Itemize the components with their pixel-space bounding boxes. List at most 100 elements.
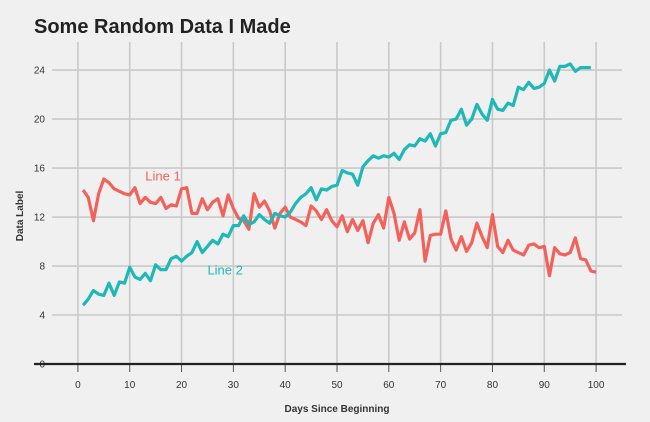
data-point [165, 207, 167, 209]
data-point [113, 294, 115, 296]
data-point [129, 266, 131, 268]
data-point [129, 194, 131, 196]
data-point [305, 193, 307, 195]
data-point [528, 81, 530, 83]
data-point [486, 246, 488, 248]
data-point [191, 212, 193, 214]
data-point [559, 65, 561, 67]
data-point [294, 218, 296, 220]
data-point [331, 185, 333, 187]
data-point [201, 251, 203, 253]
data-point [522, 88, 524, 90]
data-point [434, 145, 436, 147]
data-point [357, 229, 359, 231]
x-tick-label: 70 [435, 380, 447, 391]
data-point [336, 184, 338, 186]
data-point [543, 82, 545, 84]
x-tick-label: 50 [331, 380, 343, 391]
data-point [486, 119, 488, 121]
data-point [367, 242, 369, 244]
data-point [471, 242, 473, 244]
data-point [445, 210, 447, 212]
data-point [465, 124, 467, 126]
data-point [398, 158, 400, 160]
data-point [507, 239, 509, 241]
x-tick-label: 30 [228, 380, 240, 391]
data-point [543, 245, 545, 247]
data-point [439, 233, 441, 235]
data-point [450, 119, 452, 121]
data-point [382, 227, 384, 229]
data-point [548, 275, 550, 277]
data-point [377, 213, 379, 215]
x-tick-label: 60 [383, 380, 395, 391]
data-point [331, 220, 333, 222]
data-point [154, 202, 156, 204]
data-point [502, 251, 504, 253]
axis-labels: Days Since Beginning Data Label Line 1 Li… [15, 168, 390, 415]
data-point [393, 212, 395, 214]
data-point [170, 257, 172, 259]
data-point [579, 66, 581, 68]
data-point [481, 113, 483, 115]
data-point [403, 148, 405, 150]
data-point [289, 216, 291, 218]
data-point [548, 69, 550, 71]
chart-title: Some Random Data I Made [34, 16, 291, 38]
data-point [538, 86, 540, 88]
data-point [227, 194, 229, 196]
data-point [346, 172, 348, 174]
data-point [569, 63, 571, 65]
data-point [263, 218, 265, 220]
data-point [300, 221, 302, 223]
data-point [139, 202, 141, 204]
data-point [553, 246, 555, 248]
data-point [170, 204, 172, 206]
series-line-1 [81, 177, 597, 278]
data-point [191, 251, 193, 253]
data-point [253, 193, 255, 195]
data-point [118, 281, 120, 283]
data-point [97, 193, 99, 195]
data-point [476, 222, 478, 224]
data-point [585, 66, 587, 68]
data-point [154, 264, 156, 266]
data-point [533, 87, 535, 89]
series-label-2: Line 2 [207, 263, 242, 278]
data-point [377, 157, 379, 159]
data-point [294, 202, 296, 204]
data-point [388, 196, 390, 198]
data-point [108, 182, 110, 184]
data-point [336, 226, 338, 228]
data-point [579, 257, 581, 259]
data-point [232, 224, 234, 226]
data-point [300, 196, 302, 198]
y-tick-label: 4 [39, 311, 45, 322]
data-point [320, 188, 322, 190]
data-point [403, 221, 405, 223]
data-point [559, 253, 561, 255]
data-point [455, 249, 457, 251]
data-point [502, 109, 504, 111]
data-point [460, 108, 462, 110]
data-point [248, 223, 250, 225]
data-point [408, 144, 410, 146]
data-point [160, 268, 162, 270]
data-point [325, 189, 327, 191]
data-point [476, 103, 478, 105]
x-tick-label: 0 [75, 380, 81, 391]
data-point [424, 260, 426, 262]
data-point [268, 210, 270, 212]
data-point [268, 222, 270, 224]
data-point [201, 197, 203, 199]
data-point [429, 133, 431, 135]
data-point [528, 244, 530, 246]
x-tick-label: 80 [487, 380, 499, 391]
data-point [512, 104, 514, 106]
data-point [564, 65, 566, 67]
data-point [471, 118, 473, 120]
data-point [139, 278, 141, 280]
data-point [243, 215, 245, 217]
data-point [382, 155, 384, 157]
data-series [81, 62, 597, 307]
